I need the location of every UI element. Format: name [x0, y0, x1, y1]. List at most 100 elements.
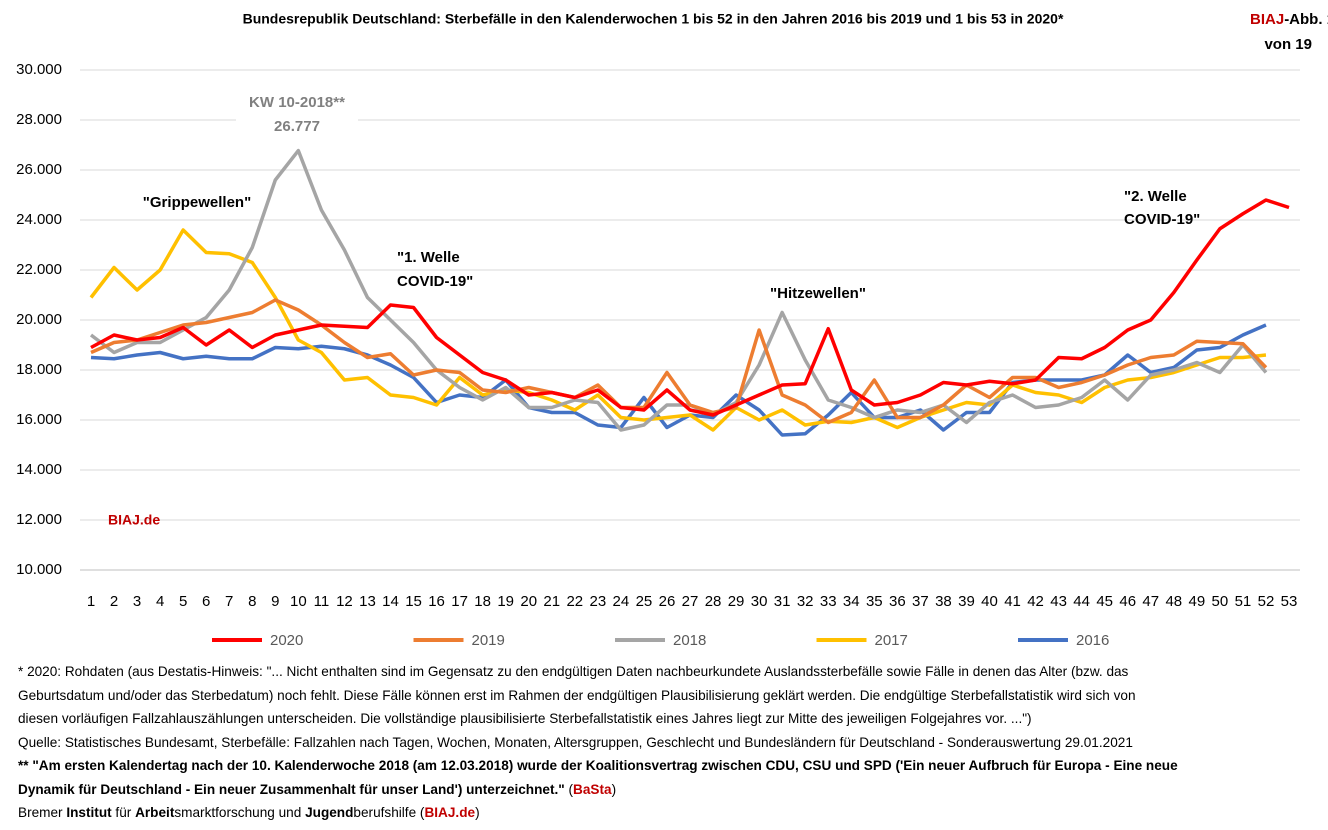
footnote-line: diesen vorläufigen Fallzahlauszählungen … [18, 707, 1318, 731]
footnote-text: * 2020: Rohdaten (aus Destatis-Hinweis: … [18, 664, 1129, 679]
x-tick-label: 29 [728, 593, 745, 610]
y-tick-label: 28.000 [16, 111, 62, 128]
footnote-line: Dynamik für Deutschland - Ein neuer Zusa… [18, 778, 1318, 802]
x-tick-label: 46 [1119, 593, 1136, 610]
x-tick-label: 28 [705, 593, 722, 610]
x-tick-label: 10 [290, 593, 307, 610]
footnote-text: ) [611, 781, 617, 797]
x-tick-label: 48 [1165, 593, 1182, 610]
x-tick-label: 5 [179, 593, 187, 610]
series-line [90, 198, 1290, 417]
footnote-text: BaSta [573, 781, 612, 797]
x-tick-label: 1 [87, 593, 95, 610]
y-tick-label: 22.000 [16, 261, 62, 278]
badge-brand: BIAJ [1250, 11, 1284, 28]
x-tick-label: 30 [751, 593, 768, 610]
x-tick-label: 34 [843, 593, 860, 610]
x-tick-label: 39 [958, 593, 975, 610]
x-tick-label: 16 [428, 593, 445, 610]
footnote-line: ** "Am ersten Kalendertag nach der 10. K… [18, 754, 1318, 778]
x-tick-label: 21 [543, 593, 560, 610]
x-tick-label: 4 [156, 593, 164, 610]
annotation: 26.777 [274, 118, 320, 135]
footnote-text: Jugend [305, 805, 354, 820]
footnote-text: Arbeit [135, 805, 175, 820]
y-tick-label: 10.000 [16, 561, 62, 578]
footnote-text: diesen vorläufigen Fallzahlauszählungen … [18, 711, 1032, 726]
x-tick-label: 51 [1235, 593, 1252, 610]
x-tick-label: 23 [590, 593, 607, 610]
x-tick-label: 19 [497, 593, 514, 610]
x-tick-label: 18 [474, 593, 491, 610]
x-tick-label: 22 [566, 593, 583, 610]
x-tick-label: 31 [774, 593, 791, 610]
x-tick-label: 40 [981, 593, 998, 610]
footnote-text: ) [475, 805, 480, 820]
x-tick-label: 37 [912, 593, 929, 610]
annotation: "Grippewellen" [143, 194, 251, 211]
badge-figure: -Abb. 1 [1284, 11, 1328, 28]
footnote-text: BIAJ.de [424, 805, 476, 820]
x-tick-label: 41 [1004, 593, 1021, 610]
legend-label: 2020 [270, 632, 303, 649]
series-line [90, 323, 1267, 437]
footnote-text: Geburtsdatum und/oder das Sterbedatum) n… [18, 687, 1136, 703]
y-tick-label: 30.000 [16, 61, 62, 78]
x-tick-label: 20 [520, 593, 537, 610]
badge-count: von 19 [1264, 36, 1312, 53]
footnote-text: Dynamik für Deutschland - Ein neuer Zusa… [18, 781, 565, 797]
footnote-text: Bremer [18, 805, 67, 820]
x-tick-label: 25 [636, 593, 653, 610]
x-tick-label: 8 [248, 593, 256, 610]
x-tick-label: 13 [359, 593, 376, 610]
annotation: COVID-19" [397, 273, 473, 290]
footnote-line: Geburtsdatum und/oder das Sterbedatum) n… [18, 684, 1318, 708]
x-tick-label: 50 [1212, 593, 1229, 610]
annotation-bg [236, 90, 358, 138]
x-tick-label: 6 [202, 593, 210, 610]
x-tick-label: 35 [866, 593, 883, 610]
y-tick-label: 20.000 [16, 311, 62, 328]
footnote-text: berufshilfe ( [353, 805, 425, 820]
y-tick-label: 16.000 [16, 411, 62, 428]
x-tick-label: 26 [659, 593, 676, 610]
footnotes: * 2020: Rohdaten (aus Destatis-Hinweis: … [18, 660, 1318, 825]
x-tick-label: 33 [820, 593, 837, 610]
series-line [90, 298, 1268, 425]
x-tick-label: 17 [451, 593, 468, 610]
legend-label: 2017 [875, 632, 908, 649]
x-tick-label: 9 [271, 593, 279, 610]
x-tick-label: 47 [1142, 593, 1159, 610]
x-tick-label: 32 [797, 593, 814, 610]
chart: Bundesrepublik Deutschland: Sterbefälle … [16, 11, 1328, 649]
x-tick-label: 27 [682, 593, 699, 610]
lines [89, 148, 1290, 437]
chart-title: Bundesrepublik Deutschland: Sterbefälle … [243, 11, 1064, 27]
x-tick-label: 7 [225, 593, 233, 610]
x-tick-label: 11 [314, 593, 330, 610]
footnote-text: Institut [66, 805, 112, 820]
annotation: "2. Welle [1124, 188, 1187, 205]
y-tick-label: 12.000 [16, 511, 62, 528]
annotation: "1. Welle [397, 249, 460, 266]
footnote-text: ( [564, 781, 574, 797]
x-tick-label: 43 [1050, 593, 1067, 610]
x-tick-label: 12 [336, 593, 353, 610]
y-tick-label: 14.000 [16, 461, 62, 478]
footnote-text: Quelle: Statistisches Bundesamt, Sterbef… [18, 734, 1133, 750]
x-tick-label: 14 [382, 593, 399, 610]
x-tick-label: 36 [889, 593, 906, 610]
footnote-text: smarktforschung und [174, 805, 306, 820]
footnote-line: * 2020: Rohdaten (aus Destatis-Hinweis: … [18, 660, 1318, 684]
x-tick-label: 24 [613, 593, 630, 610]
y-tick-label: 24.000 [16, 211, 62, 228]
legend-label: 2019 [472, 632, 505, 649]
legend-label: 2016 [1076, 632, 1109, 649]
footnote-line: Quelle: Statistisches Bundesamt, Sterbef… [18, 731, 1318, 755]
brand-label: BIAJ.de [108, 512, 160, 528]
x-tick-label: 2 [110, 593, 118, 610]
annotation: COVID-19" [1124, 211, 1200, 228]
series-line [89, 228, 1267, 432]
y-tick-label: 18.000 [16, 361, 62, 378]
